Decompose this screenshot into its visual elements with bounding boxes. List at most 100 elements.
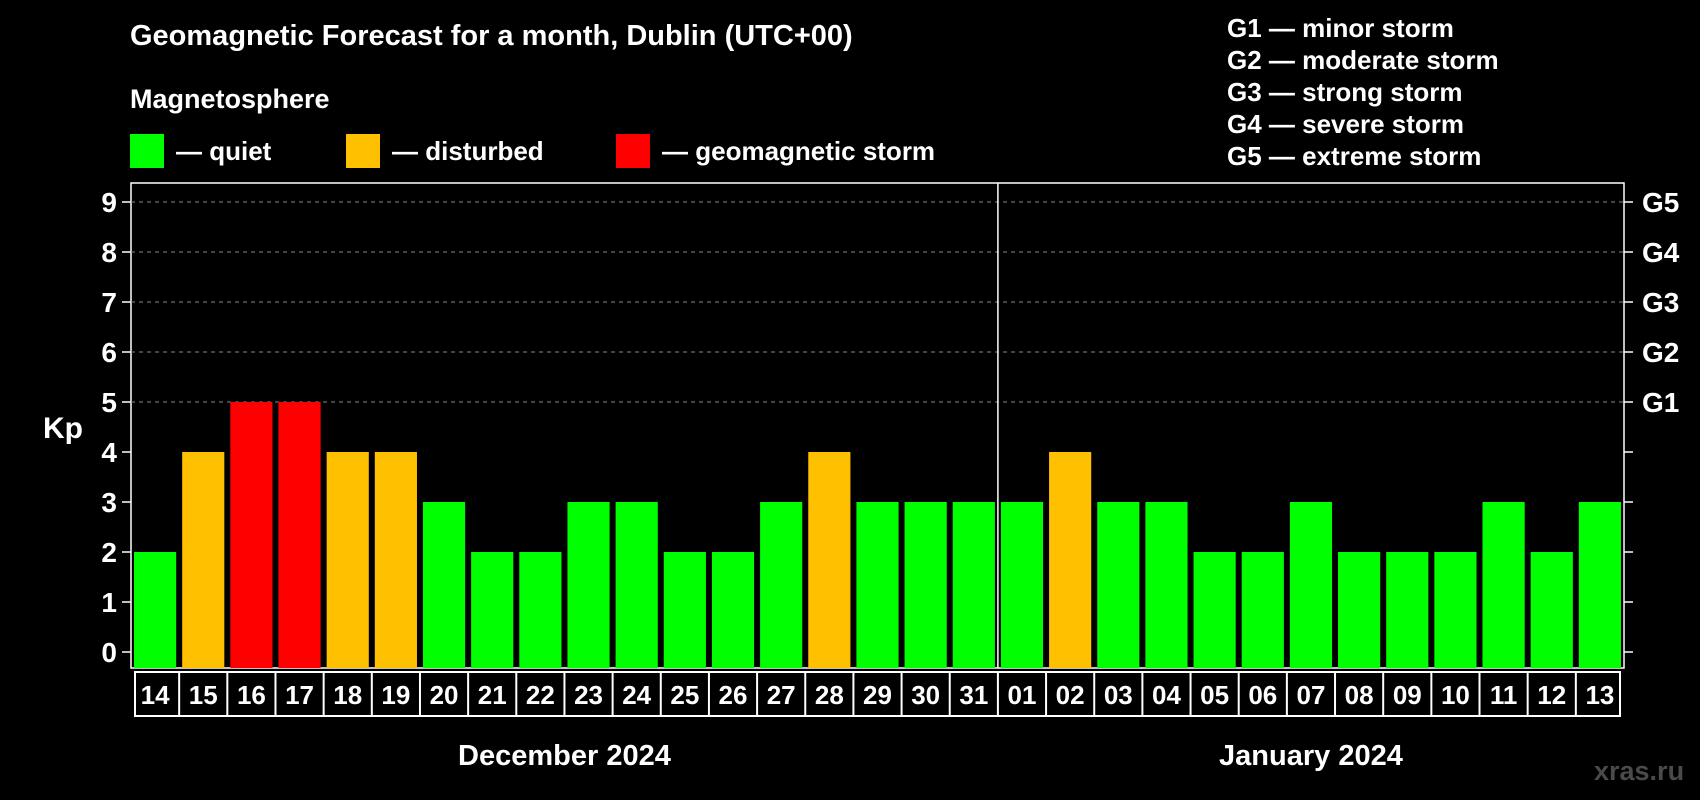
- x-tick-label-26: 26: [719, 680, 748, 710]
- storm-level-g5: G5 — extreme storm: [1227, 141, 1482, 171]
- bar-08: [1338, 552, 1381, 668]
- x-tick-label-21: 21: [478, 680, 507, 710]
- legend-item-quiet: — quiet: [130, 134, 271, 168]
- legend-label-storm: — geomagnetic storm: [662, 135, 936, 166]
- bar-28: [808, 452, 851, 668]
- date-row-frame: [134, 671, 1621, 717]
- chart-subtitle: Magnetosphere: [130, 84, 330, 114]
- y-tick-label-5: 5: [101, 387, 117, 418]
- x-tick-label-15: 15: [189, 680, 218, 710]
- storm-level-legend: G1 — minor storm G2 — moderate storm G3 …: [1227, 12, 1499, 172]
- legend-item-disturbed: — disturbed: [346, 134, 544, 168]
- bar-01: [1000, 502, 1044, 668]
- right-tick-label-g4: G4: [1642, 237, 1680, 268]
- y-tick-label-4: 4: [101, 437, 117, 468]
- x-tick-label-06: 06: [1248, 680, 1277, 710]
- bar-20: [422, 502, 466, 668]
- x-tick-label-23: 23: [574, 680, 603, 710]
- x-tick-label-11: 11: [1490, 680, 1518, 710]
- right-tick-label-g2: G2: [1642, 337, 1679, 368]
- x-tick-label-02: 02: [1056, 680, 1085, 710]
- bar-18: [326, 452, 369, 668]
- bar-22: [519, 552, 562, 668]
- bar-29: [856, 502, 899, 668]
- bar-12: [1530, 552, 1573, 668]
- bar-26: [711, 552, 755, 668]
- x-tick-label-31: 31: [959, 680, 988, 710]
- right-tick-label-g1: G1: [1642, 387, 1679, 418]
- right-tick-label-g3: G3: [1642, 287, 1679, 318]
- legend-swatch-disturbed: [346, 134, 380, 168]
- storm-level-g3: G3 — strong storm: [1227, 77, 1463, 107]
- storm-level-g1: G1 — minor storm: [1227, 13, 1454, 43]
- bar-04: [1145, 502, 1188, 668]
- bar-27: [760, 502, 803, 668]
- month-label-1: January 2024: [1219, 740, 1403, 772]
- x-tick-label-27: 27: [767, 680, 796, 710]
- y-axis-label: Kp: [43, 412, 83, 445]
- legend-item-storm: — geomagnetic storm: [616, 134, 935, 168]
- bar-23: [567, 502, 610, 668]
- legend-label-disturbed: — disturbed: [392, 135, 544, 166]
- right-tick-label-g5: G5: [1642, 187, 1679, 218]
- bar-09: [1386, 552, 1429, 668]
- x-tick-label-03: 03: [1104, 680, 1133, 710]
- x-tick-label-01: 01: [1008, 680, 1037, 710]
- x-tick-label-28: 28: [815, 680, 844, 710]
- bar-15: [182, 452, 225, 668]
- x-tick-label-19: 19: [381, 680, 410, 710]
- bar-07: [1289, 502, 1333, 668]
- bar-21: [471, 552, 514, 668]
- bar-31: [952, 502, 995, 668]
- x-tick-label-25: 25: [670, 680, 699, 710]
- watermark: xras.ru: [1594, 756, 1685, 786]
- storm-level-g4: G4 — severe storm: [1227, 109, 1465, 139]
- x-tick-label-18: 18: [333, 680, 362, 710]
- bar-14: [134, 552, 177, 668]
- y-tick-label-9: 9: [101, 187, 117, 218]
- x-tick-label-08: 08: [1345, 680, 1374, 710]
- bar-03: [1097, 502, 1140, 668]
- x-tick-label-16: 16: [237, 680, 266, 710]
- bar-17: [278, 402, 321, 668]
- legend-swatch-quiet: [130, 134, 164, 168]
- y-tick-label-3: 3: [101, 487, 117, 518]
- bar-05: [1193, 552, 1236, 668]
- y-tick-label-8: 8: [101, 237, 117, 268]
- bar-25: [663, 552, 706, 668]
- storm-level-g2: G2 — moderate storm: [1227, 45, 1499, 75]
- bar-19: [374, 452, 417, 668]
- chart-title: Geomagnetic Forecast for a month, Dublin…: [130, 20, 853, 52]
- x-tick-label-09: 09: [1393, 680, 1422, 710]
- x-tick-label-07: 07: [1296, 680, 1325, 710]
- x-tick-label-30: 30: [911, 680, 940, 710]
- bar-16: [230, 402, 273, 668]
- x-tick-label-17: 17: [285, 680, 314, 710]
- x-tick-label-05: 05: [1200, 680, 1229, 710]
- bar-06: [1241, 552, 1284, 668]
- legend-label-quiet: — quiet: [176, 135, 272, 166]
- bar-24: [615, 502, 658, 668]
- x-tick-label-22: 22: [526, 680, 555, 710]
- x-tick-label-24: 24: [622, 680, 651, 710]
- x-tick-label-14: 14: [141, 680, 170, 710]
- bar-13: [1578, 502, 1621, 668]
- bar-10: [1434, 552, 1477, 668]
- y-tick-label-1: 1: [101, 587, 117, 618]
- x-tick-label-29: 29: [863, 680, 892, 710]
- y-tick-label-2: 2: [101, 537, 117, 568]
- x-tick-label-04: 04: [1152, 680, 1181, 710]
- x-tick-label-12: 12: [1537, 680, 1566, 710]
- x-tick-label-20: 20: [430, 680, 459, 710]
- x-tick-label-13: 13: [1585, 680, 1614, 710]
- y-tick-label-7: 7: [101, 287, 117, 318]
- legend-swatch-storm: [616, 134, 650, 168]
- y-tick-label-6: 6: [101, 337, 117, 368]
- y-tick-label-0: 0: [101, 637, 117, 668]
- month-label-0: December 2024: [458, 740, 671, 772]
- bar-30: [904, 502, 947, 668]
- x-tick-label-10: 10: [1441, 680, 1470, 710]
- bar-11: [1482, 502, 1525, 668]
- bar-02: [1049, 452, 1092, 668]
